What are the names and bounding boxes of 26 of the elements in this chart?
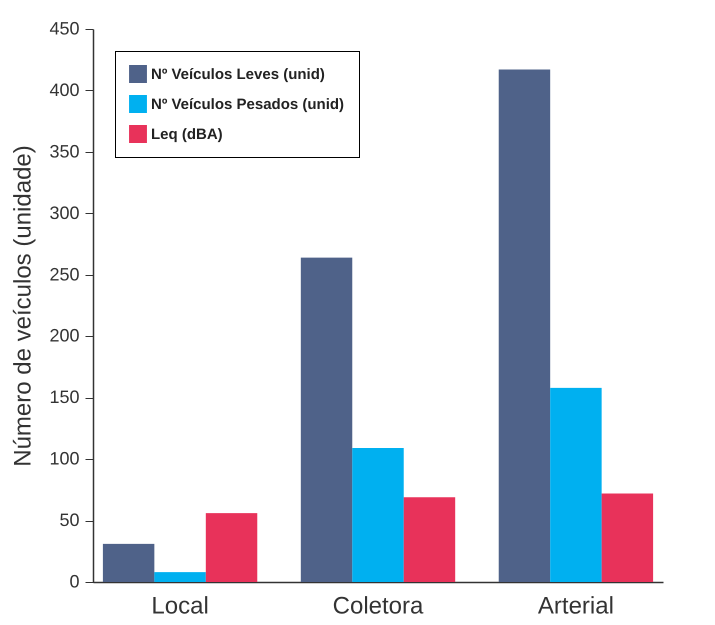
y-tick-label: 300 <box>49 202 80 223</box>
y-axis-title: Número de veículos (unidade) <box>9 145 36 467</box>
y-tick-label: 100 <box>49 448 80 469</box>
y-tick-label: 350 <box>49 141 80 162</box>
x-tick-label: Coletora <box>332 592 424 620</box>
bar <box>550 388 602 582</box>
bar <box>300 258 352 582</box>
x-tick-label: Arterial <box>538 592 614 620</box>
bar <box>602 494 654 582</box>
bar <box>206 513 258 582</box>
y-tick-label: 50 <box>59 510 80 530</box>
bar <box>498 70 550 582</box>
bar <box>404 497 456 582</box>
y-tick-label: 400 <box>49 80 80 100</box>
legend-label: Leq (dBA) <box>151 126 223 143</box>
bar <box>102 544 154 582</box>
x-tick-label: Local <box>151 592 209 620</box>
y-tick-label: 150 <box>49 387 80 408</box>
y-tick-label: 250 <box>49 264 80 284</box>
bar <box>352 448 404 582</box>
y-tick-label: 450 <box>49 18 80 38</box>
y-tick-label: 0 <box>69 572 80 592</box>
legend-label: Nº Veículos Pesados (unid) <box>151 96 344 113</box>
legend-label: Nº Veículos Leves (unid) <box>151 66 325 83</box>
y-tick-label: 200 <box>49 326 80 346</box>
bar <box>154 572 206 582</box>
